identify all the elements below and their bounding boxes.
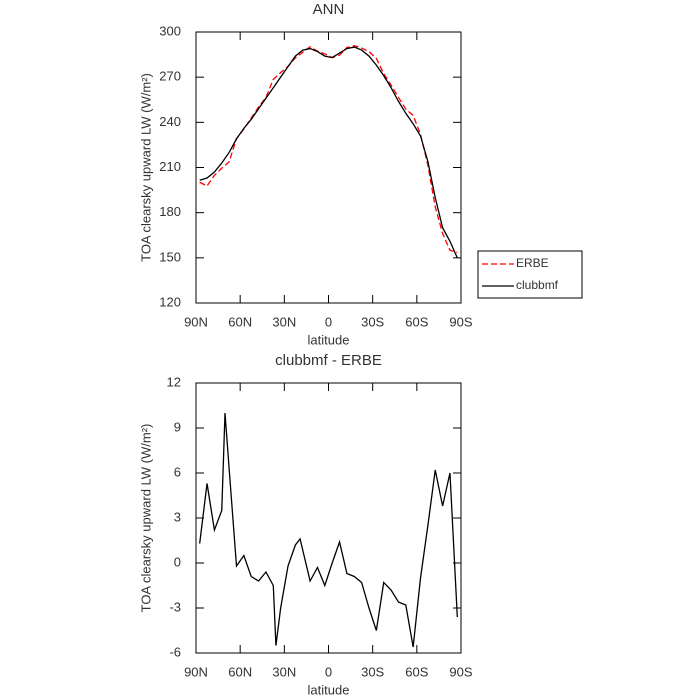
y-tick-label: 180 bbox=[159, 204, 181, 219]
x-axis-label: latitude bbox=[308, 332, 350, 347]
x-tick-label: 60S bbox=[405, 314, 428, 329]
plot-frame bbox=[195, 382, 462, 654]
legend-box bbox=[477, 250, 583, 299]
data-line bbox=[199, 412, 458, 648]
legend-label: ERBE bbox=[516, 256, 549, 270]
y-tick-label: 240 bbox=[159, 114, 181, 129]
data-line bbox=[199, 46, 458, 259]
x-tick-label: 30S bbox=[361, 314, 384, 329]
y-tick-label: 9 bbox=[174, 419, 181, 434]
y-tick-label: 12 bbox=[167, 374, 181, 389]
plot-frame bbox=[195, 31, 462, 304]
y-axis-label: TOA clearsky upward LW (W/m²) bbox=[138, 73, 153, 262]
y-tick-label: 210 bbox=[159, 159, 181, 174]
y-axis-label: TOA clearsky upward LW (W/m²) bbox=[138, 424, 153, 613]
x-tick-label: 90S bbox=[449, 314, 472, 329]
y-tick-label: 0 bbox=[174, 554, 181, 569]
x-tick-label: 90N bbox=[184, 664, 208, 679]
x-tick-label: 30N bbox=[272, 314, 296, 329]
chart-title: clubbmf - ERBE bbox=[275, 352, 382, 369]
y-tick-label: 270 bbox=[159, 69, 181, 84]
chart-title: ANN bbox=[313, 1, 345, 18]
y-tick-label: 150 bbox=[159, 249, 181, 264]
y-tick-label: 120 bbox=[159, 294, 181, 309]
y-tick-label: -3 bbox=[169, 599, 181, 614]
y-tick-label: 3 bbox=[174, 509, 181, 524]
x-tick-label: 60N bbox=[228, 314, 252, 329]
x-tick-label: 30S bbox=[361, 664, 384, 679]
x-tick-label: 60S bbox=[405, 664, 428, 679]
data-line bbox=[199, 45, 458, 254]
x-tick-label: 0 bbox=[325, 664, 332, 679]
x-tick-label: 0 bbox=[325, 314, 332, 329]
legend-label: clubbmf bbox=[516, 278, 559, 292]
y-tick-label: -6 bbox=[169, 644, 181, 659]
y-tick-label: 6 bbox=[174, 464, 181, 479]
x-tick-label: 60N bbox=[228, 664, 252, 679]
y-tick-label: 300 bbox=[159, 23, 181, 38]
x-tick-label: 90N bbox=[184, 314, 208, 329]
x-axis-label: latitude bbox=[308, 682, 350, 697]
x-tick-label: 30N bbox=[272, 664, 296, 679]
x-tick-label: 90S bbox=[449, 664, 472, 679]
